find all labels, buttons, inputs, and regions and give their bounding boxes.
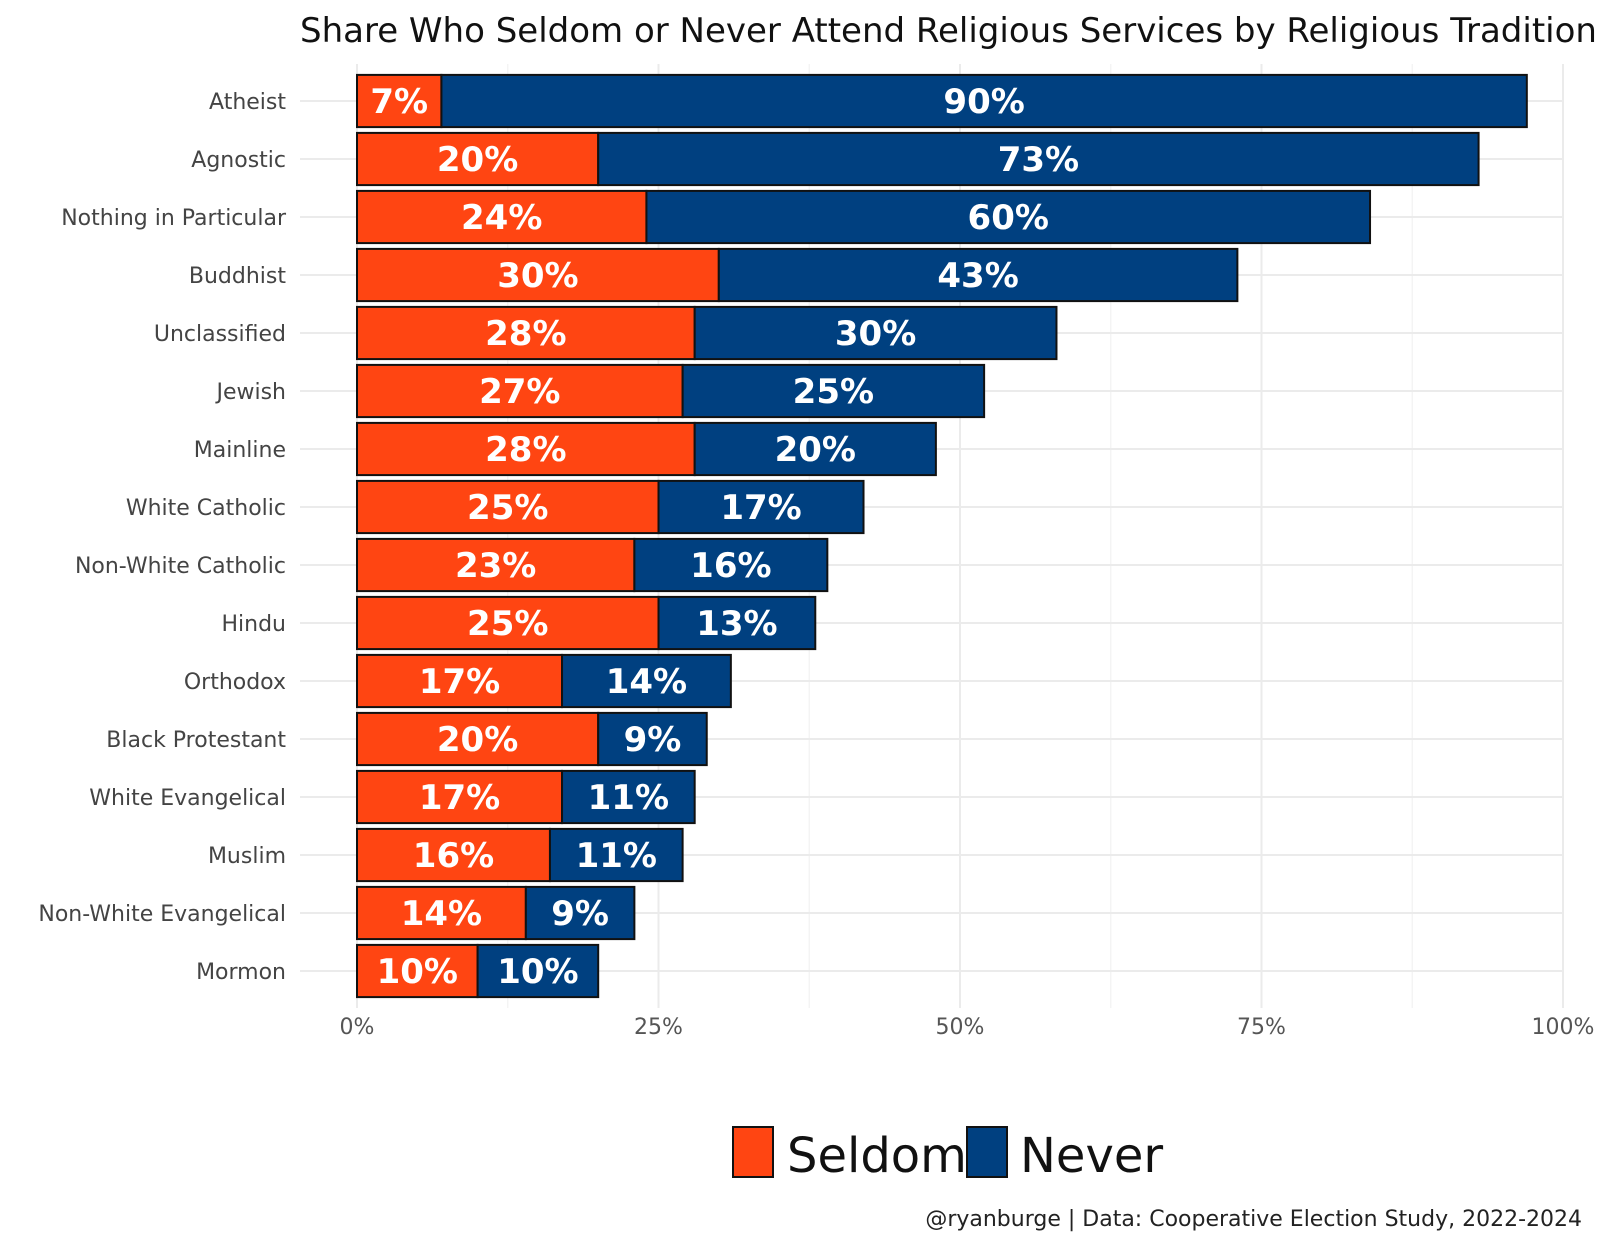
bar-value-label: 11% [588,778,669,818]
category-label: Hindu [221,612,286,637]
bar-value-label: 24% [461,198,542,238]
bar-never [645,189,1372,245]
x-tick-label: 0% [340,1015,375,1040]
bar-never [693,421,937,477]
category-labels: Atheist Agnostic Nothing in Particular Budd… [38,90,287,985]
bar-never [681,363,986,419]
bar-value-label: 25% [793,372,874,412]
bar-value-label: 27% [479,372,560,412]
bar-value-label: 25% [467,488,548,528]
bar-value-label: 14% [401,894,482,934]
bar-value-label: 20% [775,430,856,470]
bar-value-label: 20% [437,140,518,180]
bar-value-label: 73% [998,140,1079,180]
bar-value-label: 25% [467,604,548,644]
bar-seldom [356,479,660,535]
category-label: Mainline [194,438,286,463]
bar-never [693,305,1058,361]
bar-value-label: 28% [485,430,566,470]
category-label: Unclassified [154,322,286,347]
bar-value-label: 60% [968,198,1049,238]
legend-swatch-seldom [732,1126,774,1178]
bar-labels: 7% 90% 20% 73% 24% 60% 30% 43% 28% 30% 27% 25% 28% 20… [370,82,1079,992]
category-label: Non-White Catholic [75,554,286,579]
category-label: Non-White Evangelical [38,902,286,927]
category-label: Nothing in Particular [61,206,287,231]
x-tick-label: 100% [1532,1015,1595,1040]
bar-never [657,479,865,535]
bar-never [524,885,636,941]
x-axis-ticks: 0% 25% 50% 75% 100% [340,1015,1595,1040]
bar-value-label: 17% [720,488,801,528]
bar-never [657,595,817,651]
bar-value-label: 43% [937,256,1018,296]
legend-swatch-never [966,1126,1008,1178]
bar-value-label: 11% [576,836,657,876]
bar-value-label: 16% [413,836,494,876]
bar-never [633,537,829,593]
bar-never [597,131,1480,187]
bar-seldom [356,73,443,129]
bar-value-label: 30% [835,314,916,354]
bar-never [561,653,732,709]
bar-never [717,247,1239,303]
bar-value-label: 7% [370,82,428,122]
bar-value-label: 10% [497,952,578,992]
bar-value-label: 90% [943,82,1024,122]
bar-value-label: 13% [696,604,777,644]
category-label: Mormon [196,960,286,985]
chart-title: Share Who Seldom or Never Attend Religio… [300,11,1597,51]
bar-seldom [356,827,551,883]
legend-label-seldom: Seldom [787,1128,967,1184]
bar-value-label: 20% [437,720,518,760]
bar-value-label: 28% [485,314,566,354]
category-label: Muslim [208,844,286,869]
bars [356,73,1528,999]
bar-never [548,827,684,883]
category-label: Orthodox [184,670,286,695]
bar-value-label: 9% [624,720,682,760]
x-tick-label: 50% [936,1015,985,1040]
chart-caption: @ryanburge | Data: Cooperative Election … [925,1207,1582,1232]
bar-never [561,769,696,825]
bar-seldom [356,653,564,709]
category-label: White Evangelical [89,786,286,811]
bar-value-label: 9% [551,894,609,934]
category-label: Atheist [209,90,286,115]
x-tick-label: 75% [1237,1015,1286,1040]
x-tick-label: 25% [634,1015,683,1040]
bar-value-label: 17% [419,778,500,818]
category-label: Buddhist [189,264,286,289]
legend: Seldom Never [732,1126,1163,1184]
bar-seldom [356,363,684,419]
bar-value-label: 17% [419,662,500,702]
bar-never [476,943,600,999]
bar-never [440,73,1528,129]
bar-never [597,711,708,767]
category-label: Jewish [214,380,286,405]
bar-seldom [356,711,600,767]
bar-seldom [356,421,696,477]
bar-value-label: 10% [377,952,458,992]
legend-label-never: Never [1020,1128,1163,1184]
bar-seldom [356,131,600,187]
category-label: Agnostic [191,148,286,173]
bar-value-label: 16% [690,546,771,586]
bar-value-label: 30% [497,256,578,296]
bar-value-label: 14% [606,662,687,702]
bar-seldom [356,537,636,593]
bar-seldom [356,247,720,303]
category-label: White Catholic [126,496,286,521]
bar-seldom [356,595,660,651]
category-label: Black Protestant [106,728,286,753]
bar-value-label: 23% [455,546,536,586]
bar-seldom [356,885,527,941]
